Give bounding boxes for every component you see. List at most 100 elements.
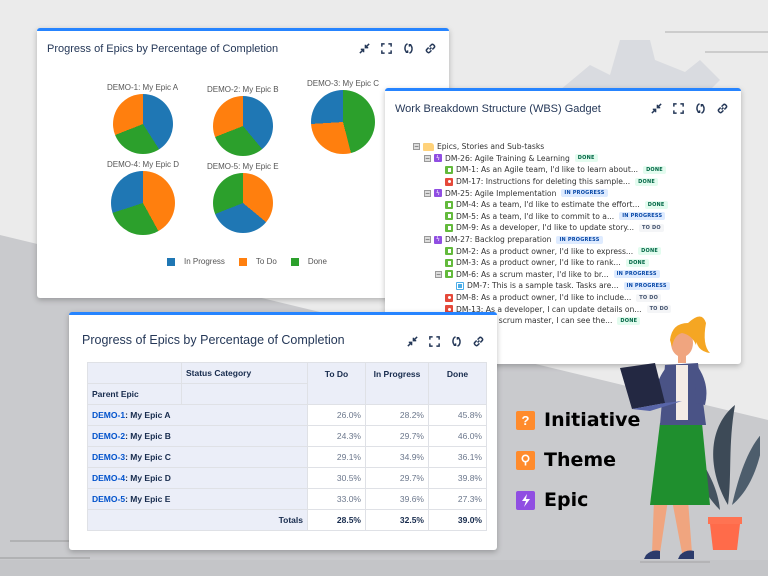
wbs-tree-row[interactable]: − ϟ DM-27: Backlog preparation IN PROGRESS	[413, 234, 671, 246]
issue-summary[interactable]: DM-8: As a product owner, I'd like to in…	[456, 293, 632, 303]
swatch-icon	[167, 257, 175, 266]
parent-epic-cell: DEMO-3: My Epic C	[87, 446, 308, 468]
wbs-tree-row[interactable]: DM-4: As a team, I'd like to estimate th…	[413, 199, 671, 211]
status-lozenge: DONE	[643, 165, 666, 174]
refresh-icon[interactable]	[694, 102, 707, 115]
link-icon[interactable]	[472, 335, 485, 348]
fullscreen-icon[interactable]	[428, 335, 441, 348]
epic-key-link[interactable]: DEMO-3	[92, 452, 126, 462]
pie-chart[interactable]	[212, 96, 273, 156]
wbs-tree-row[interactable]: − Epics, Stories and Sub-tasks	[413, 141, 671, 153]
wbs-tree-row[interactable]: DM-5: As a team, I'd like to commit to a…	[413, 211, 671, 223]
empty-header-cell	[181, 383, 308, 405]
issue-summary[interactable]: DM-1: As an Agile team, I'd like to lear…	[456, 165, 639, 175]
status-lozenge: IN PROGRESS	[619, 212, 666, 221]
col-header-in-progress[interactable]: In Progress	[365, 362, 429, 405]
parent-epic-header: Parent Epic	[87, 383, 182, 405]
table-row: DEMO-1: My Epic A 26.0% 28.2% 45.8%	[87, 404, 487, 426]
wbs-tree-row[interactable]: DM-17: Instructions for deleting this sa…	[413, 176, 671, 188]
minimize-icon[interactable]	[406, 335, 419, 348]
pie-chart[interactable]	[311, 90, 375, 154]
issue-summary[interactable]: DM-3: As a product owner, I'd like to ra…	[456, 258, 621, 268]
issue-summary[interactable]: Epics, Stories and Sub-tasks	[437, 142, 545, 152]
legend-in-progress[interactable]: In Progress	[167, 257, 225, 266]
legend-done[interactable]: Done	[290, 257, 327, 266]
wbs-tree-row[interactable]: − ϟ DM-25: Agile Implementation IN PROGRESS	[413, 187, 671, 199]
wbs-tree-row[interactable]: DM-7: This is a sample task. Tasks are..…	[413, 280, 671, 292]
pie-chart[interactable]	[112, 94, 173, 154]
epic-key-link[interactable]: DEMO-4	[92, 473, 126, 483]
pie-demo-5[interactable]: DEMO-5: My Epic E	[207, 162, 279, 233]
gadget-toolbar	[406, 335, 485, 348]
link-icon[interactable]	[424, 42, 437, 55]
parent-epic-cell: DEMO-5: My Epic E	[87, 488, 308, 510]
wbs-tree-row[interactable]: DM-9: As a developer, I'd like to update…	[413, 222, 671, 234]
story-icon	[445, 200, 453, 209]
wbs-tree-row[interactable]: DM-1: As an Agile team, I'd like to lear…	[413, 164, 671, 176]
done-cell: 46.0%	[428, 425, 487, 447]
collapse-toggle-icon[interactable]: −	[424, 236, 431, 244]
pie-chart[interactable]	[111, 171, 175, 235]
bug-icon	[445, 177, 453, 186]
wbs-tree-row[interactable]: DM-3: As a product owner, I'd like to ra…	[413, 257, 671, 269]
status-lozenge: IN PROGRESS	[556, 235, 603, 244]
status-lozenge: TO DO	[636, 293, 662, 302]
status-lozenge: IN PROGRESS	[613, 270, 660, 279]
issue-summary[interactable]: DM-?: As a scrum master, I can see the..…	[456, 316, 613, 326]
pie-chart[interactable]	[212, 173, 273, 233]
total-to-do: 28.5%	[307, 509, 366, 531]
pie-demo-2[interactable]: DEMO-2: My Epic B	[207, 85, 279, 156]
wbs-tree-row[interactable]: − DM-6: As a scrum master, I'd like to br…	[413, 269, 671, 281]
issue-summary[interactable]: DM-9: As a developer, I'd like to update…	[456, 223, 634, 233]
status-category-header: Status Category	[181, 362, 308, 384]
issue-summary[interactable]: DM-6: As a scrum master, I'd like to br.…	[456, 269, 609, 279]
collapse-toggle-icon[interactable]: −	[413, 143, 420, 151]
wbs-tree-row[interactable]: DM-13: As a developer, I can update deta…	[413, 303, 672, 315]
issue-summary[interactable]: DM-5: As a team, I'd like to commit to a…	[456, 211, 615, 221]
status-lozenge: DONE	[638, 247, 661, 256]
collapse-toggle-icon[interactable]: −	[424, 154, 431, 162]
legend-to-do[interactable]: To Do	[238, 257, 277, 266]
issue-summary[interactable]: DM-26: Agile Training & Learning	[445, 153, 570, 163]
fullscreen-icon[interactable]	[672, 102, 685, 115]
parent-epic-cell: DEMO-1: My Epic A	[87, 404, 308, 426]
in-progress-cell: 39.6%	[365, 488, 429, 510]
epic-key-link[interactable]: DEMO-5	[92, 494, 126, 504]
pie-demo-1[interactable]: DEMO-1: My Epic A	[107, 83, 178, 154]
issue-summary[interactable]: DM-27: Backlog preparation	[445, 235, 552, 245]
col-header-to-do[interactable]: To Do	[307, 362, 366, 405]
link-icon[interactable]	[716, 102, 729, 115]
epic-key-link[interactable]: DEMO-2	[92, 431, 126, 441]
issue-summary[interactable]: DM-7: This is a sample task. Tasks are..…	[467, 281, 619, 291]
table-row: DEMO-4: My Epic D 30.5% 29.7% 39.8%	[87, 467, 487, 489]
minimize-icon[interactable]	[358, 42, 371, 55]
issue-summary[interactable]: DM-2: As a product owner, I'd like to ex…	[456, 246, 634, 256]
collapse-toggle-icon[interactable]: −	[424, 189, 431, 197]
col-header-done[interactable]: Done	[428, 362, 487, 405]
epic-name: : My Epic A	[125, 410, 171, 420]
total-in-progress: 32.5%	[365, 509, 429, 531]
refresh-icon[interactable]	[450, 335, 463, 348]
issue-summary[interactable]: DM-17: Instructions for deleting this sa…	[456, 177, 631, 187]
wbs-tree-row[interactable]: DM-2: As a product owner, I'd like to ex…	[413, 245, 671, 257]
status-lozenge: TO DO	[639, 223, 664, 232]
initiative-icon: ?	[516, 410, 535, 430]
epic-progress-table: Status Category To Do In Progress Done P…	[87, 362, 487, 531]
fullscreen-icon[interactable]	[380, 42, 393, 55]
wbs-tree-row[interactable]: DM-8: As a product owner, I'd like to in…	[413, 292, 671, 304]
epic-key-link[interactable]: DEMO-1	[92, 410, 126, 420]
wbs-tree-row[interactable]: − ϟ DM-26: Agile Training & Learning DONE	[413, 153, 671, 165]
issue-summary[interactable]: DM-25: Agile Implementation	[445, 188, 557, 198]
pie-demo-3[interactable]: DEMO-3: My Epic C	[307, 79, 379, 154]
lightning-icon	[516, 490, 535, 510]
issue-summary[interactable]: DM-13: As a developer, I can update deta…	[456, 304, 642, 314]
minimize-icon[interactable]	[650, 102, 663, 115]
epic-name: : My Epic B	[125, 431, 171, 441]
refresh-icon[interactable]	[402, 42, 415, 55]
task-icon	[456, 281, 464, 290]
status-lozenge: DONE	[635, 177, 658, 186]
gadget-toolbar	[358, 42, 437, 55]
collapse-toggle-icon[interactable]: −	[435, 270, 442, 278]
pie-demo-4[interactable]: DEMO-4: My Epic D	[107, 160, 179, 235]
issue-summary[interactable]: DM-4: As a team, I'd like to estimate th…	[456, 200, 640, 210]
